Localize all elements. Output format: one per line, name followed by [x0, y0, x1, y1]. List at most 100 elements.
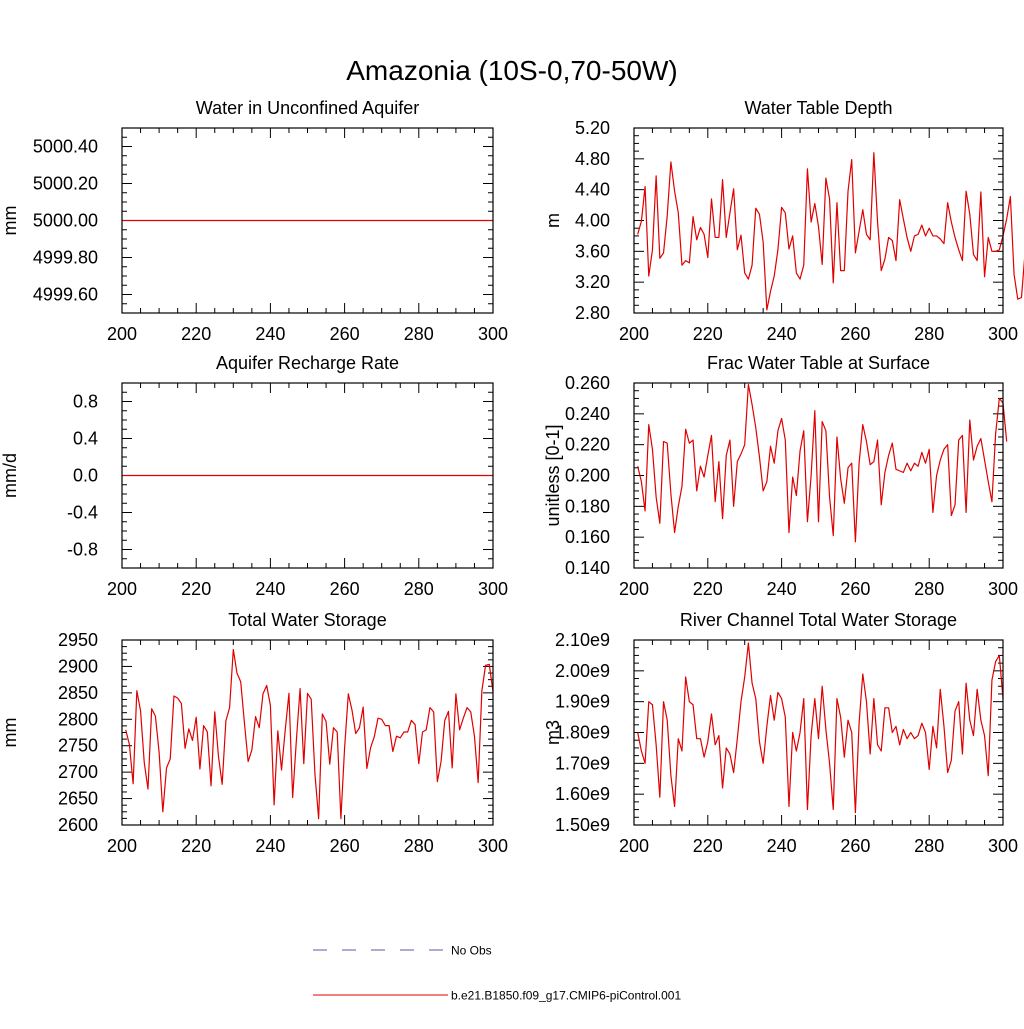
plots-group: Water in Unconfined Aquifer mm 200 220 240 26…	[0, 98, 1024, 856]
y-tick-label-p6: 1.90e9	[555, 692, 610, 712]
x-tick-label-p1: 220	[181, 324, 211, 344]
y-tick-label-p1: 4999.60	[33, 285, 98, 305]
y-axis-label-p5: mm	[0, 718, 20, 748]
y-tick-label-p5: 2600	[58, 815, 98, 835]
y-tick-label-p1: 5000.20	[33, 174, 98, 194]
plot-frame-p2	[633, 127, 1004, 314]
y-tick-label-p4: 0.160	[565, 527, 610, 547]
y-tick-label-p6: 2.00e9	[555, 661, 610, 681]
y-tick-label-p2: 2.80	[575, 303, 610, 323]
x-tick-label-p6: 280	[914, 836, 944, 856]
plot-frame-p4	[633, 382, 1004, 569]
x-tick-label-p1: 200	[107, 324, 137, 344]
x-tick-label-p6: 220	[693, 836, 723, 856]
x-tick-label-p2: 200	[619, 324, 649, 344]
x-tick-label-p5: 260	[330, 836, 360, 856]
legend-label-no-obs: No Obs	[451, 944, 492, 958]
panel-title-p4: Frac Water Table at Surface	[707, 353, 930, 373]
main-title: Amazonia (10S-0,70-50W)	[346, 55, 677, 86]
y-axis-label-p2: m	[543, 213, 563, 228]
y-tick-label-p6: 2.10e9	[555, 630, 610, 650]
panel-title-p5: Total Water Storage	[228, 610, 386, 630]
x-tick-label-p3: 220	[181, 579, 211, 599]
x-tick-label-p5: 200	[107, 836, 137, 856]
x-tick-label-p5: 280	[404, 836, 434, 856]
y-tick-label-p3: 0.0	[73, 466, 98, 486]
legend: No Obs b.e21.B1850.f09_g17.CMIP6-piContr…	[313, 944, 681, 1003]
x-tick-label-p4: 260	[840, 579, 870, 599]
series-line-p4	[637, 383, 1008, 543]
y-tick-label-p3: -0.8	[67, 540, 98, 560]
y-tick-label-p5: 2900	[58, 656, 98, 676]
panel-p6: River Channel Total Water Storage m3 200 22…	[543, 610, 1018, 856]
y-axis-label-p6: m3	[543, 720, 563, 745]
y-tick-label-p6: 1.80e9	[555, 723, 610, 743]
y-axis-label-p1: mm	[0, 206, 20, 236]
y-tick-label-p5: 2950	[58, 630, 98, 650]
x-tick-label-p4: 300	[988, 579, 1018, 599]
x-tick-label-p3: 260	[330, 579, 360, 599]
y-tick-label-p6: 1.70e9	[555, 753, 610, 773]
y-tick-label-p2: 4.40	[575, 180, 610, 200]
x-tick-label-p1: 240	[255, 324, 285, 344]
x-tick-label-p5: 240	[255, 836, 285, 856]
y-tick-label-p5: 2650	[58, 789, 98, 809]
y-tick-label-p2: 4.00	[575, 211, 610, 231]
y-tick-label-p2: 3.20	[575, 272, 610, 292]
y-tick-label-p4: 0.200	[565, 466, 610, 486]
x-tick-label-p2: 300	[988, 324, 1018, 344]
y-tick-label-p4: 0.140	[565, 558, 610, 578]
series-line-p6	[637, 642, 1004, 814]
y-tick-label-p3: 0.8	[73, 392, 98, 412]
y-tick-label-p1: 5000.00	[33, 211, 98, 231]
x-tick-label-p6: 240	[767, 836, 797, 856]
y-tick-label-p2: 3.60	[575, 241, 610, 261]
y-tick-label-p5: 2800	[58, 709, 98, 729]
panel-p1: Water in Unconfined Aquifer mm 200 220 240 26…	[0, 98, 508, 344]
panel-p5: Total Water Storage mm 200 220 240 260 280 300 2…	[0, 610, 508, 856]
x-tick-label-p4: 200	[619, 579, 649, 599]
x-tick-label-p6: 300	[988, 836, 1018, 856]
panel-p3: Aquifer Recharge Rate mm/d 200 220 240 260 280…	[0, 353, 508, 599]
x-tick-label-p2: 260	[840, 324, 870, 344]
panel-p4: Frac Water Table at Surface unitless [0-1…	[543, 353, 1018, 599]
x-tick-label-p6: 200	[619, 836, 649, 856]
x-tick-label-p5: 300	[478, 836, 508, 856]
y-tick-label-p3: 0.4	[73, 429, 98, 449]
y-tick-label-p4: 0.220	[565, 435, 610, 455]
panel-title-p2: Water Table Depth	[744, 98, 892, 118]
plot-frame-p6	[633, 639, 1004, 826]
x-tick-label-p3: 240	[255, 579, 285, 599]
y-tick-label-p2: 5.20	[575, 118, 610, 138]
series-line-p2	[637, 152, 1024, 311]
y-tick-label-p4: 0.260	[565, 373, 610, 393]
x-tick-label-p2: 280	[914, 324, 944, 344]
series-line-p5	[125, 648, 494, 820]
panel-title-p3: Aquifer Recharge Rate	[216, 353, 399, 373]
x-tick-label-p1: 280	[404, 324, 434, 344]
x-tick-label-p1: 300	[478, 324, 508, 344]
y-axis-label-p3: mm/d	[0, 453, 20, 498]
x-tick-label-p6: 260	[840, 836, 870, 856]
x-tick-label-p2: 220	[693, 324, 723, 344]
x-tick-label-p4: 220	[693, 579, 723, 599]
plot-frame-p3	[121, 382, 494, 569]
y-tick-label-p5: 2850	[58, 683, 98, 703]
x-tick-label-p2: 240	[767, 324, 797, 344]
y-tick-label-p6: 1.50e9	[555, 815, 610, 835]
plot-frame-p5	[121, 639, 494, 826]
y-tick-label-p1: 4999.80	[33, 248, 98, 268]
plot-frame-p1	[121, 127, 494, 314]
y-axis-label-p4: unitless [0-1]	[543, 424, 563, 526]
x-tick-label-p3: 200	[107, 579, 137, 599]
x-tick-label-p3: 300	[478, 579, 508, 599]
x-tick-label-p3: 280	[404, 579, 434, 599]
x-tick-label-p4: 240	[767, 579, 797, 599]
y-tick-label-p4: 0.180	[565, 496, 610, 516]
y-tick-label-p6: 1.60e9	[555, 784, 610, 804]
panel-title-p1: Water in Unconfined Aquifer	[196, 98, 419, 118]
y-tick-label-p4: 0.240	[565, 404, 610, 424]
panel-title-p6: River Channel Total Water Storage	[680, 610, 957, 630]
